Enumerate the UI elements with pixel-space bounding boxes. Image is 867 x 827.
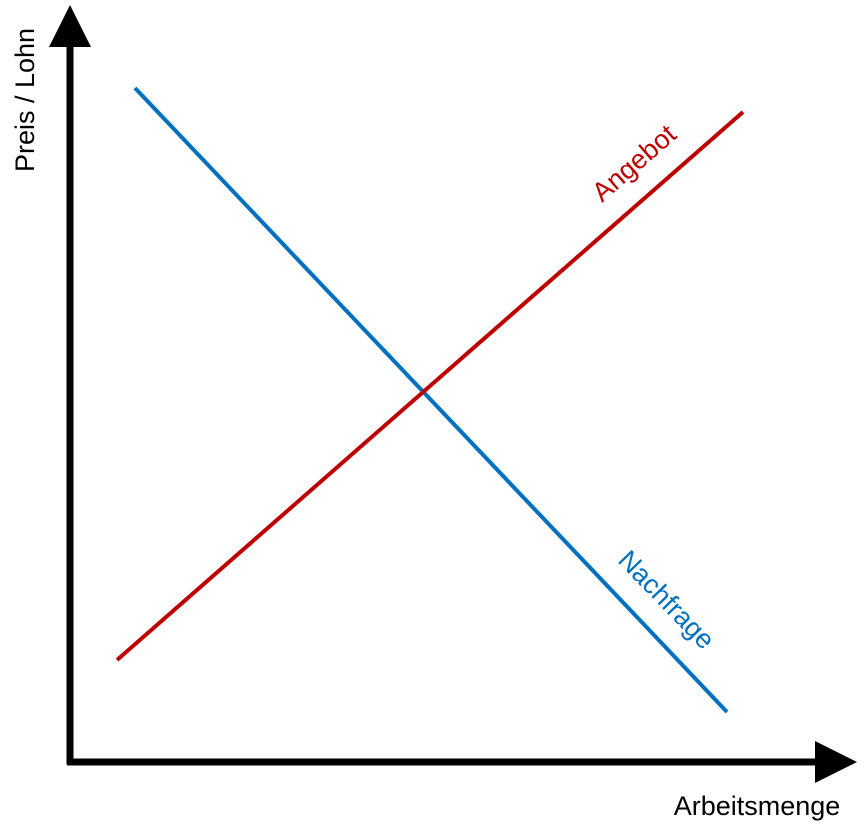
demand-curve	[133, 86, 729, 714]
demand-label: Nachfrage	[612, 545, 720, 655]
y-axis-label: Preis / Lohn	[10, 28, 40, 172]
x-axis-label: Arbeitsmenge	[674, 791, 841, 821]
supply-curve	[115, 110, 745, 662]
supply-label: Angebot	[586, 119, 682, 208]
